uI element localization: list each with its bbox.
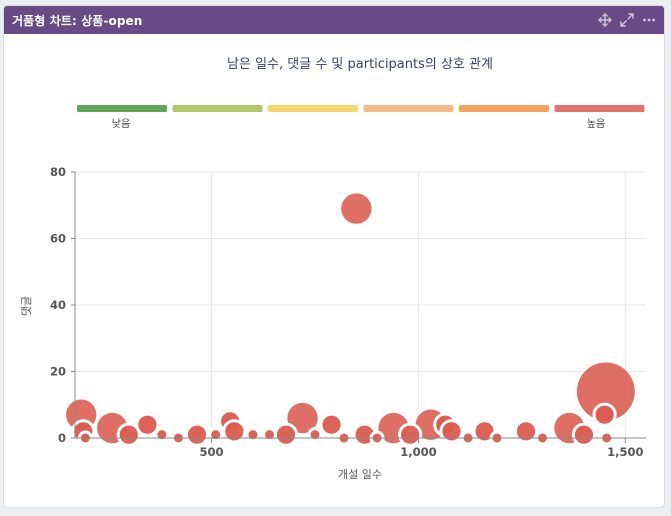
y-tick-label: 40 bbox=[50, 298, 66, 312]
x-tick-label: 1,000 bbox=[400, 445, 436, 459]
bubble-point[interactable] bbox=[273, 422, 299, 447]
bubble-point[interactable] bbox=[319, 412, 344, 437]
bubble-point[interactable] bbox=[154, 427, 170, 443]
bubble-point[interactable] bbox=[184, 422, 210, 447]
chart-title: 남은 일수, 댓글 수 및 participants의 상호 관계 bbox=[227, 57, 493, 72]
move-icon[interactable] bbox=[598, 13, 612, 27]
bubbles bbox=[66, 193, 635, 447]
bubble-point[interactable] bbox=[245, 427, 261, 443]
more-icon[interactable] bbox=[642, 13, 656, 27]
bubble-point[interactable] bbox=[261, 427, 277, 443]
legend-swatch bbox=[172, 105, 263, 112]
legend-swatch bbox=[268, 105, 358, 112]
color-scale-legend bbox=[77, 105, 645, 112]
legend-swatch bbox=[363, 105, 454, 112]
y-axis-label: 댓글 bbox=[20, 296, 33, 316]
expand-icon[interactable] bbox=[620, 13, 634, 27]
x-tick-label: 500 bbox=[200, 445, 224, 459]
bubble-point[interactable] bbox=[576, 362, 635, 421]
bubble-point[interactable] bbox=[222, 419, 247, 444]
axes: 0 20 40 60 80 500 1,000 1,500 bbox=[50, 165, 646, 459]
legend-swatch bbox=[77, 105, 167, 112]
x-axis-label: 개설 일수 bbox=[338, 467, 382, 481]
panel-title: 거품형 차트: 상품-open bbox=[12, 13, 143, 28]
bubble-point[interactable] bbox=[398, 422, 423, 447]
bubble-point[interactable] bbox=[439, 419, 464, 444]
panel-header: 거품형 차트: 상품-open bbox=[4, 6, 664, 34]
y-tick-label: 0 bbox=[58, 431, 66, 445]
y-tick-label: 60 bbox=[50, 232, 66, 246]
legend-low-label: 낮음 bbox=[112, 118, 130, 130]
bubble-point[interactable] bbox=[571, 422, 597, 447]
bubble-point[interactable] bbox=[307, 427, 323, 443]
legend-swatch bbox=[459, 105, 549, 112]
bubble-chart: 남은 일수, 댓글 수 및 participants의 상호 관계 낮음 높음 … bbox=[20, 57, 646, 481]
bubble-point[interactable] bbox=[135, 412, 160, 437]
y-tick-label: 80 bbox=[50, 165, 66, 179]
legend-swatch bbox=[554, 105, 645, 112]
bubble-point[interactable] bbox=[287, 402, 318, 434]
chart-panel: 거품형 차트: 상품-open 남은 일수, 댓글 수 및 participan… bbox=[3, 5, 665, 508]
y-tick-label: 20 bbox=[50, 365, 66, 379]
legend-high-label: 높음 bbox=[587, 118, 605, 130]
x-tick-label: 1,500 bbox=[607, 445, 643, 459]
bubble-point[interactable] bbox=[513, 419, 539, 444]
bubble-point[interactable] bbox=[592, 402, 617, 427]
panel-actions bbox=[598, 13, 656, 27]
bubble-point[interactable] bbox=[116, 422, 141, 447]
bubble-point[interactable] bbox=[341, 193, 372, 224]
